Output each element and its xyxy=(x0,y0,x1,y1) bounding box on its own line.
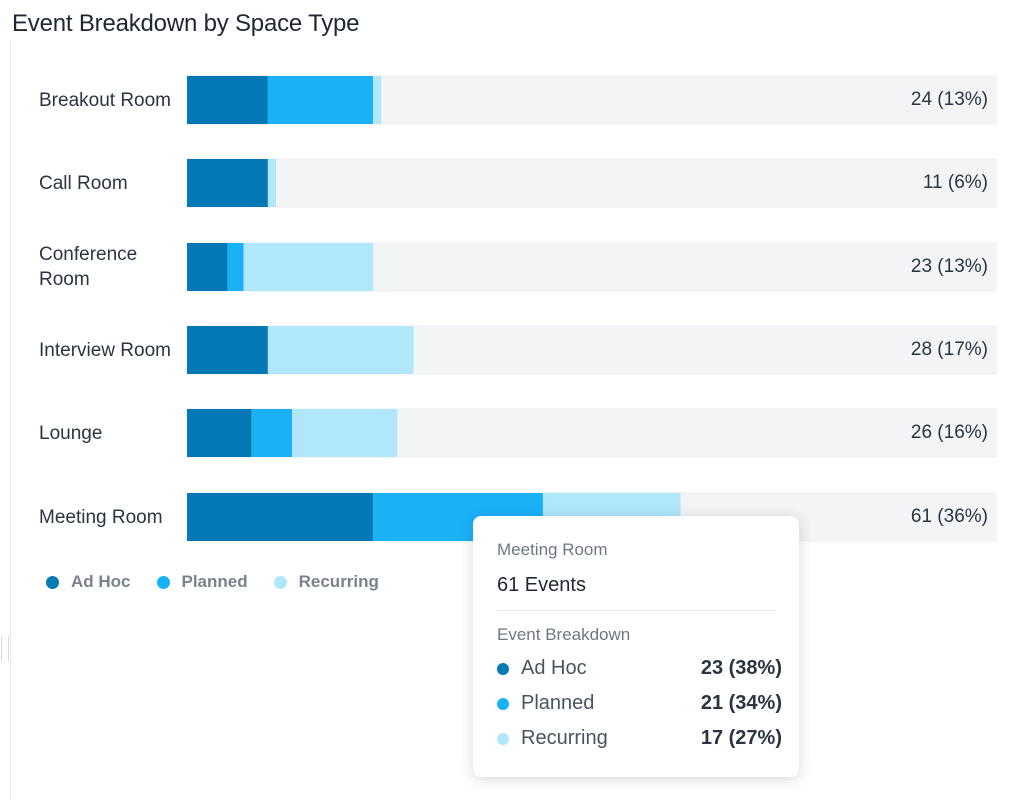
bar-segment-planned-breakout-room[interactable] xyxy=(267,76,374,124)
tooltip-space-name: Meeting Room xyxy=(497,540,608,559)
bar-segment-ad-hoc-call-room[interactable] xyxy=(187,159,268,207)
legend-label: Recurring xyxy=(298,572,379,591)
bar-segment-recurring-lounge[interactable] xyxy=(292,409,398,457)
ad-hoc-dot-icon xyxy=(46,575,59,589)
bar-segment-ad-hoc-meeting-room[interactable] xyxy=(187,493,374,541)
total-label-call-room: 11 (6%) xyxy=(922,172,988,193)
panel-divider xyxy=(10,40,11,800)
bar-segment-recurring-breakout-room[interactable] xyxy=(373,76,382,124)
tooltip-row-ad-hoc: Ad Hoc 23 (38%) xyxy=(497,657,782,680)
chart-title: Event Breakdown by Space Type xyxy=(12,10,360,37)
bar-segment-recurring-interview-room[interactable] xyxy=(267,326,414,374)
legend-item-planned[interactable]: Planned xyxy=(156,572,248,592)
bar-segment-recurring-call-room[interactable] xyxy=(267,159,276,207)
tooltip: Meeting Room 61 Events Event Breakdown A… xyxy=(473,516,799,777)
tooltip-row-label: Planned xyxy=(521,692,595,714)
legend-item-recurring[interactable]: Recurring xyxy=(273,572,379,592)
category-label-lounge: Lounge xyxy=(39,422,103,444)
tooltip-section-title: Event Breakdown xyxy=(497,625,631,644)
category-label-call-room: Call Room xyxy=(39,172,128,194)
total-label-breakout-room: 24 (13%) xyxy=(910,89,988,110)
legend-label: Planned xyxy=(181,572,248,591)
legend-item-ad-hoc[interactable]: Ad Hoc xyxy=(46,572,131,592)
legend-label: Ad Hoc xyxy=(71,572,131,591)
tooltip-row-value: 23 (38%) xyxy=(700,657,782,679)
category-label-interview-room: Interview Room xyxy=(39,339,171,361)
resize-handle[interactable] xyxy=(1,636,9,662)
tooltip-divider xyxy=(497,610,776,611)
bar-segment-ad-hoc-interview-room[interactable] xyxy=(187,326,268,374)
category-label-conference-room: Conference Room xyxy=(39,244,138,290)
bar-segment-planned-lounge[interactable] xyxy=(251,409,293,457)
tooltip-row-value: 21 (34%) xyxy=(700,692,782,714)
ad-hoc-dot-icon xyxy=(497,662,509,675)
tooltip-event-count: 61 Events xyxy=(497,574,586,596)
total-label-lounge: 26 (16%) xyxy=(910,422,988,443)
planned-dot-icon xyxy=(497,697,509,710)
tooltip-row-value: 17 (27%) xyxy=(700,727,782,749)
recurring-dot-icon xyxy=(497,732,509,745)
tooltip-row-planned: Planned 21 (34%) xyxy=(497,692,782,715)
bar-track-call-room xyxy=(186,158,997,208)
tooltip-row-label: Ad Hoc xyxy=(521,657,587,679)
total-label-meeting-room: 61 (36%) xyxy=(910,506,988,527)
bar-segment-ad-hoc-conference-room[interactable] xyxy=(187,243,228,291)
bar-segment-ad-hoc-breakout-room[interactable] xyxy=(187,76,268,124)
tooltip-row-recurring: Recurring 17 (27%) xyxy=(497,727,782,750)
planned-dot-icon xyxy=(156,575,170,589)
category-label-meeting-room: Meeting Room xyxy=(39,506,163,528)
total-label-interview-room: 28 (17%) xyxy=(910,339,988,360)
total-label-conference-room: 23 (13%) xyxy=(910,256,988,277)
legend: Ad Hoc Planned Recurring xyxy=(46,572,379,592)
category-label-breakout-room: Breakout Room xyxy=(39,89,172,111)
bar-segment-planned-conference-room[interactable] xyxy=(227,243,244,291)
bar-chart xyxy=(186,75,997,542)
bar-segment-recurring-conference-room[interactable] xyxy=(243,243,374,291)
tooltip-row-label: Recurring xyxy=(521,727,608,749)
recurring-dot-icon xyxy=(273,575,287,589)
bar-segment-ad-hoc-lounge[interactable] xyxy=(187,409,252,457)
